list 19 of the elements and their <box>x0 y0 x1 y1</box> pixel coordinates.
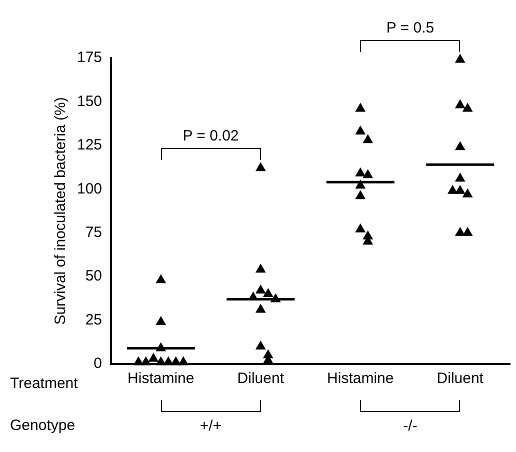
y-tick-label: 25 <box>85 311 102 328</box>
x-tick-label: Histamine <box>128 370 194 388</box>
x-tick-label: Histamine <box>327 370 394 388</box>
x-tick-label: Diluent <box>436 370 484 388</box>
y-tick-label: 175 <box>76 49 102 66</box>
y-tick-label: 150 <box>76 92 102 110</box>
y-axis-title: Survival of inoculated bacteria (%) <box>52 97 70 325</box>
annotation: P = 0.02 <box>182 128 239 145</box>
y-tick-label: 50 <box>85 268 102 285</box>
text: -/- <box>403 418 418 434</box>
x-axis-title: Treatment <box>10 375 79 392</box>
y-tick-label: 0 <box>94 355 102 372</box>
text: Genotype <box>10 417 76 434</box>
text: +/+ <box>200 418 222 434</box>
x-tick-label: Diluent <box>237 370 285 388</box>
y-tick-label: 100 <box>76 180 102 198</box>
y-tick-label: 75 <box>85 224 102 241</box>
text: P = 0.5 <box>386 19 434 36</box>
y-tick-label: 125 <box>76 136 102 154</box>
